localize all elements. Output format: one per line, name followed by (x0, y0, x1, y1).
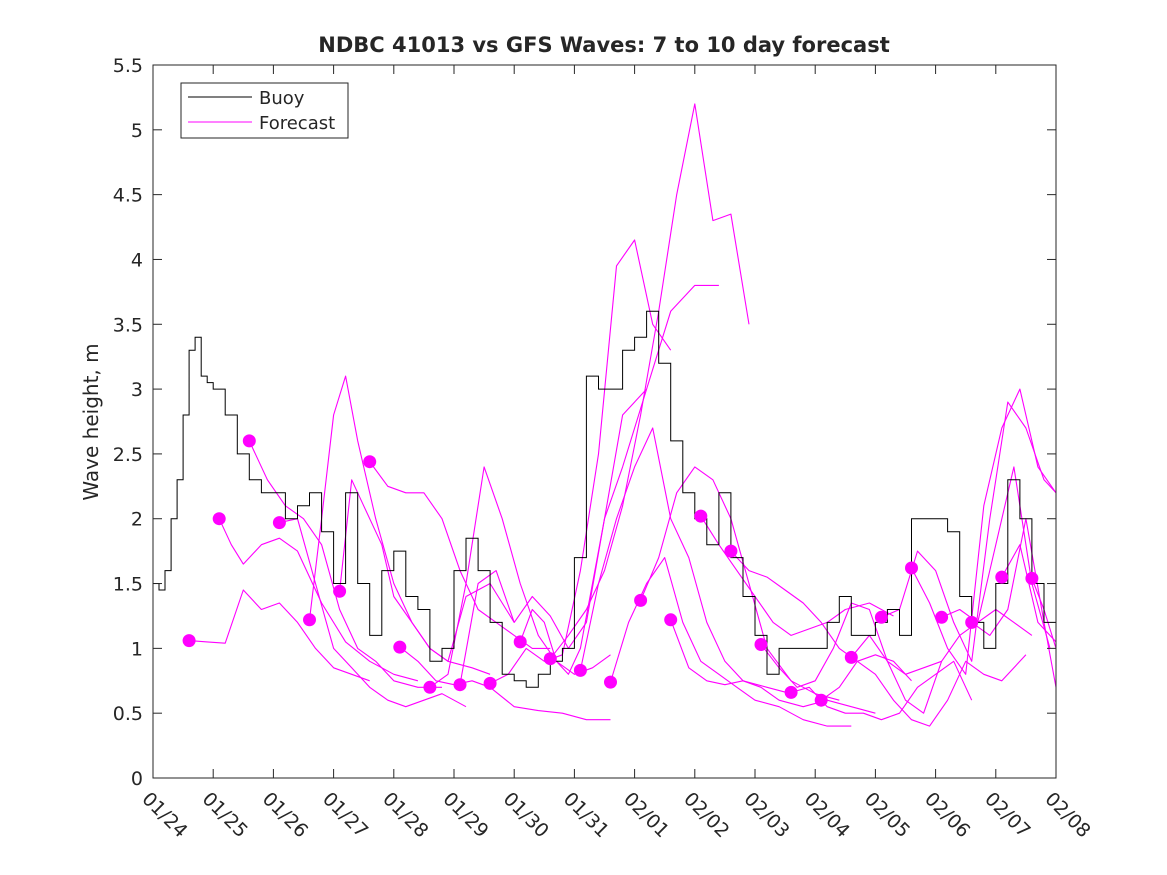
forecast-start-marker (333, 584, 347, 598)
y-tick-label: 1.5 (113, 574, 143, 596)
y-tick-label: 5 (131, 120, 143, 142)
forecast-start-marker (935, 610, 949, 624)
forecast-line-3 (248, 440, 442, 688)
forecast-start-marker (363, 455, 377, 469)
forecast-start-marker (543, 652, 557, 666)
forecast-start-marker (483, 676, 497, 690)
y-tick-label: 1 (131, 638, 143, 660)
forecast-line-1 (189, 589, 370, 682)
forecast-start-marker (303, 613, 316, 627)
forecast-start-marker (724, 544, 738, 558)
forecast-line-13 (549, 103, 750, 660)
forecast-start-marker (905, 561, 918, 575)
legend: Buoy Forecast (180, 82, 349, 139)
y-tick-label: 2 (131, 509, 143, 531)
forecast-start-marker (995, 570, 1009, 584)
y-tick-label: 3 (131, 379, 143, 401)
forecast-start-marker (814, 693, 828, 707)
forecast-start-marker (784, 685, 798, 699)
forecast-start-marker (694, 509, 708, 523)
forecast-start-marker (453, 678, 467, 692)
y-tick-label: 0 (131, 768, 143, 790)
forecast-line-18 (700, 515, 894, 636)
legend-box (180, 82, 349, 139)
forecast-line-22 (820, 654, 1027, 727)
forecast-line-19 (730, 550, 912, 682)
plot-frame (152, 64, 1057, 779)
y-axis-label: Wave height, m (79, 343, 103, 500)
y-tick-label: 3.5 (113, 314, 143, 336)
forecast-start-marker (604, 675, 617, 689)
forecast-start-marker (182, 634, 196, 648)
forecast-start-marker (573, 663, 587, 677)
forecast-start-marker (874, 610, 888, 624)
forecast-line-12 (519, 284, 719, 675)
buoy-line (153, 310, 1057, 688)
forecast-line-17 (670, 619, 876, 714)
forecast-start-marker (393, 640, 407, 654)
forecast-line-5 (308, 375, 491, 675)
forecast-start-marker (1025, 571, 1039, 585)
forecast-line-11 (489, 239, 672, 684)
plot-area (153, 65, 1056, 778)
chart-title: NDBC 41013 vs GFS Waves: 7 to 10 day for… (318, 33, 889, 57)
forecast-start-marker (634, 593, 648, 607)
forecast-line-27 (971, 518, 1057, 688)
y-tick-label: 5.5 (113, 55, 143, 77)
y-tick-label: 2.5 (113, 444, 143, 466)
forecast-line-15 (609, 557, 852, 727)
forecast-start-marker (664, 613, 678, 627)
forecast-start-marker (212, 512, 226, 526)
forecast-start-marker (513, 635, 527, 649)
forecast-line-4 (279, 518, 467, 708)
forecast-start-marker (754, 638, 768, 651)
y-tick-label: 0.5 (113, 703, 143, 725)
forecast-start-marker (965, 615, 979, 629)
forecast-line-2 (218, 518, 419, 682)
forecast-start-marker (272, 516, 286, 530)
forecast-start-marker (844, 650, 858, 664)
forecast-start-marker (423, 680, 437, 694)
legend-label-buoy: Buoy (259, 88, 305, 109)
marker-layer (182, 434, 1039, 707)
forecast-line-6 (339, 479, 515, 662)
y-tick-label: 4 (131, 249, 143, 271)
forecast-line-23 (850, 608, 1033, 714)
legend-label-forecast: Forecast (259, 113, 335, 134)
y-tick-label: 4.5 (113, 185, 143, 207)
forecast-start-marker (242, 434, 256, 448)
